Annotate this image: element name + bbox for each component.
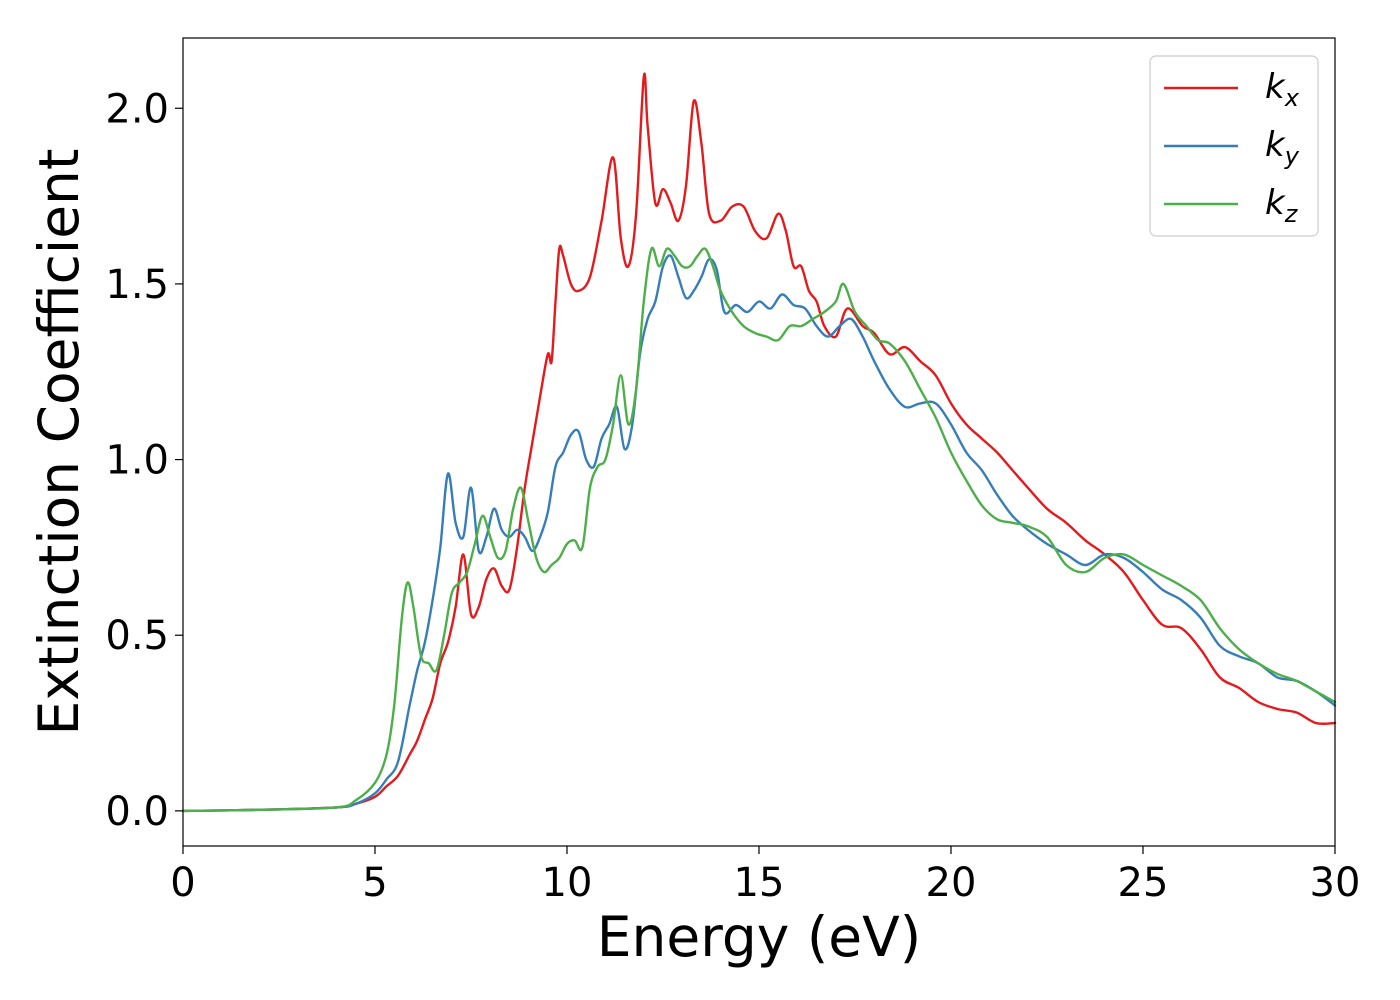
y-axis-ticks: 0.0 0.5 1.0 1.5 2.0 (105, 86, 183, 835)
series-line-kx (181, 72, 1337, 813)
y-tick-label: 1.0 (105, 438, 169, 484)
y-tick-label: 1.5 (105, 262, 169, 308)
y-axis-label: Extinction Coefficient (27, 149, 91, 736)
legend-items: kx ky kz (1164, 67, 1300, 228)
x-axis-ticks: 0 5 10 15 20 25 30 (170, 846, 1360, 906)
x-tick-label: 10 (542, 860, 593, 906)
plot-area (181, 37, 1337, 847)
x-tick-label: 25 (1118, 860, 1169, 906)
x-tick-label: 20 (926, 860, 977, 906)
series-layer (181, 72, 1337, 813)
y-tick-label: 0.5 (105, 613, 169, 659)
x-tick-label: 0 (170, 860, 195, 906)
y-tick-label: 0.0 (105, 789, 169, 835)
series-line-kz (181, 246, 1337, 813)
y-tick-label: 2.0 (105, 86, 169, 132)
legend-label-kx: kx (1265, 67, 1300, 112)
legend: kx ky kz (1149, 55, 1319, 237)
x-tick-label: 5 (362, 860, 387, 906)
legend-label-ky: ky (1265, 125, 1300, 170)
x-axis-label: Energy (eV) (597, 905, 921, 969)
legend-label-kz: kz (1265, 183, 1299, 228)
x-tick-label: 30 (1310, 860, 1361, 906)
x-tick-label: 15 (734, 860, 785, 906)
